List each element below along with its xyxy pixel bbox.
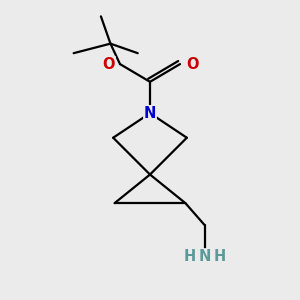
Text: O: O: [186, 57, 199, 72]
Text: H: H: [183, 249, 196, 264]
Text: H: H: [213, 249, 226, 264]
Text: O: O: [103, 57, 115, 72]
Text: N: N: [198, 249, 211, 264]
Text: N: N: [144, 106, 156, 121]
